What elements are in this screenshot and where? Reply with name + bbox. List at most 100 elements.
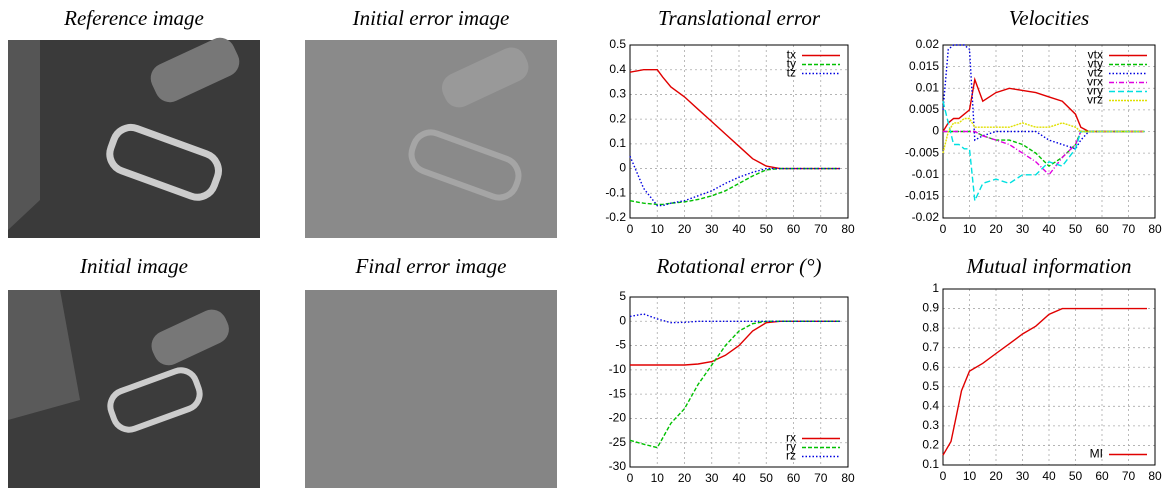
y-tick-label: -20 xyxy=(609,411,627,425)
y-tick-label: -5 xyxy=(615,338,626,352)
y-tick-label: 0.2 xyxy=(609,111,626,125)
final-error-image xyxy=(305,290,557,488)
image-title: Reference image xyxy=(63,6,204,30)
x-tick-label: 80 xyxy=(1148,222,1162,236)
image-title: Initial image xyxy=(79,254,188,278)
x-tick-label: 70 xyxy=(814,471,828,485)
y-tick-label: 0.6 xyxy=(922,359,939,373)
legend-label: vrx xyxy=(1087,75,1103,89)
data-line xyxy=(943,130,1145,167)
x-tick-label: 10 xyxy=(963,222,977,236)
legend-label: MI xyxy=(1090,447,1103,461)
x-tick-label: 30 xyxy=(705,222,719,236)
legend-label: vty xyxy=(1088,57,1103,71)
chart-title: Translational error xyxy=(658,6,821,30)
legend-label: rz xyxy=(786,449,796,463)
initial-error-image xyxy=(305,40,557,238)
y-tick-label: 0.8 xyxy=(922,320,939,334)
y-tick-label: -10 xyxy=(609,362,627,376)
legend-label: vtz xyxy=(1088,66,1103,80)
y-tick-label: 5 xyxy=(619,289,626,303)
x-tick-label: 40 xyxy=(732,222,746,236)
x-tick-label: 60 xyxy=(787,471,801,485)
image-title: Initial error image xyxy=(352,6,510,30)
legend-label: vrz xyxy=(1087,93,1103,107)
y-tick-label: 0.4 xyxy=(922,399,939,413)
x-tick-label: 80 xyxy=(841,471,855,485)
y-tick-label: 0.4 xyxy=(609,62,626,76)
x-tick-label: 50 xyxy=(760,471,774,485)
x-tick-label: 60 xyxy=(787,222,801,236)
y-tick-label: -30 xyxy=(609,459,627,473)
y-tick-label: 0.005 xyxy=(909,102,939,116)
data-line xyxy=(942,307,1147,456)
x-tick-label: 10 xyxy=(963,469,977,483)
y-tick-label: 0.3 xyxy=(609,87,626,101)
x-tick-label: 50 xyxy=(1069,469,1083,483)
y-tick-label: 0 xyxy=(932,124,939,138)
y-tick-label: 0.9 xyxy=(922,301,939,315)
x-tick-label: 0 xyxy=(940,222,947,236)
x-tick-label: 20 xyxy=(989,222,1003,236)
legend-label: rx xyxy=(786,431,796,445)
y-tick-label: 0.3 xyxy=(922,418,939,432)
legend-label: vtx xyxy=(1088,48,1103,62)
y-tick-label: -0.015 xyxy=(905,189,939,203)
chart-title: Mutual information xyxy=(965,254,1131,278)
y-tick-label: 0.5 xyxy=(609,37,626,51)
data-line xyxy=(629,167,840,206)
x-tick-label: 20 xyxy=(989,469,1003,483)
reference-image xyxy=(8,37,260,238)
x-tick-label: 20 xyxy=(678,222,692,236)
y-tick-label: -25 xyxy=(609,435,627,449)
data-line xyxy=(630,320,840,366)
y-tick-label: 0.01 xyxy=(916,80,940,94)
data-line xyxy=(942,117,1145,154)
data-line xyxy=(629,155,840,207)
x-tick-label: 30 xyxy=(705,471,719,485)
x-tick-label: 0 xyxy=(627,222,634,236)
plot-frame xyxy=(629,44,849,219)
data-line xyxy=(629,320,840,449)
x-tick-label: 20 xyxy=(678,471,692,485)
y-tick-label: 0.2 xyxy=(922,438,939,452)
image-title: Final error image xyxy=(355,254,507,278)
x-tick-label: 40 xyxy=(1042,469,1056,483)
legend-label: ty xyxy=(787,57,796,71)
x-tick-label: 80 xyxy=(841,222,855,236)
y-tick-label: 0.5 xyxy=(922,379,939,393)
y-tick-label: -0.2 xyxy=(605,210,626,224)
x-tick-label: 50 xyxy=(760,222,774,236)
y-tick-label: 0 xyxy=(619,313,626,327)
legend-label: ry xyxy=(786,440,796,454)
plot-frame xyxy=(942,288,1156,466)
y-tick-label: -0.005 xyxy=(905,145,939,159)
y-tick-label: 0.015 xyxy=(909,59,939,73)
x-tick-label: 0 xyxy=(627,471,634,485)
y-tick-label: -0.1 xyxy=(605,185,626,199)
x-tick-label: 30 xyxy=(1016,222,1030,236)
x-tick-label: 30 xyxy=(1016,469,1030,483)
x-tick-label: 0 xyxy=(940,469,947,483)
y-tick-label: 0.1 xyxy=(609,136,626,150)
y-tick-label: 1 xyxy=(932,281,939,295)
chart-title: Rotational error (°) xyxy=(655,254,821,278)
data-line xyxy=(942,44,1145,150)
y-tick-label: 0.1 xyxy=(922,457,939,471)
data-line xyxy=(942,101,1145,204)
x-tick-label: 70 xyxy=(1122,222,1136,236)
data-line xyxy=(629,313,840,324)
legend-label: vry xyxy=(1087,84,1103,98)
plot-frame xyxy=(629,296,849,468)
x-tick-label: 70 xyxy=(814,222,828,236)
y-tick-label: -15 xyxy=(609,386,627,400)
initial-image xyxy=(8,290,260,488)
x-tick-label: 10 xyxy=(651,471,665,485)
y-tick-label: -0.02 xyxy=(912,210,940,224)
x-tick-label: 80 xyxy=(1148,469,1162,483)
x-tick-label: 40 xyxy=(1042,222,1056,236)
x-tick-label: 50 xyxy=(1069,222,1083,236)
legend-label: tx xyxy=(787,48,796,62)
x-tick-label: 70 xyxy=(1122,469,1136,483)
